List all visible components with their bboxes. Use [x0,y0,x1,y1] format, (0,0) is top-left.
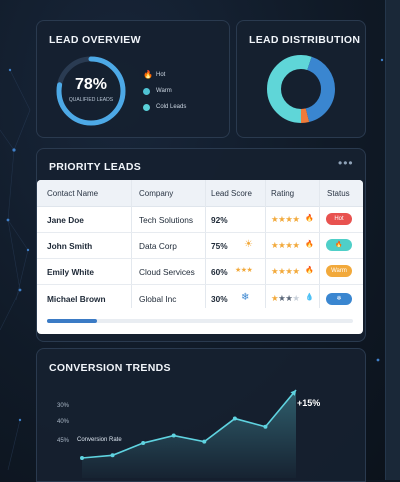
series-label: Conversion Rate [77,437,122,443]
trend-point [202,439,207,444]
trend-point [171,433,176,438]
lead-overview-title: LEAD OVERVIEW [49,34,141,46]
y-axis-label: 30% [57,403,70,409]
snowflake-icon: ❄ [241,292,250,303]
trend-area [82,390,296,478]
table-row[interactable]: Michael Brown Global Inc 30% ❄ ★★★★ 💧 ❄ [37,284,363,312]
legend-cold-label: Cold Leads [156,104,187,110]
sun-icon: ☀ [244,239,253,250]
legend-hot: 🔥 Hot [143,67,186,83]
lead-distribution-card: LEAD DISTRIBUTION [236,20,366,138]
legend-warm: Warm [143,83,186,99]
status-badge[interactable]: Hot [326,213,352,225]
gauge-progress-arc [56,56,126,126]
column-status[interactable]: Status [327,189,350,198]
flame-icon: 🔥 [305,267,314,274]
column-divider [205,180,206,308]
y-axis-label: 40% [57,419,70,425]
delta-label: +15% [297,398,321,408]
company-name: Data Corp [139,241,177,251]
rating-stars: ★★★★ [271,214,300,224]
drop-icon: 💧 [305,294,314,301]
conversion-trend-chart [80,389,297,478]
cold-dot-icon [143,103,150,111]
table-row[interactable]: Emily White Cloud Services 60% ★★★ ★★★★ … [37,258,363,285]
y-axis-label: 45% [57,438,70,444]
table-scrollbar[interactable] [47,319,353,323]
column-lead-score[interactable]: Lead Score [211,189,252,198]
status-badge[interactable]: Warm [326,265,352,277]
flame-icon: 🔥 [143,70,153,79]
trend-point [263,424,268,429]
column-contact-name[interactable]: Contact Name [47,189,99,198]
status-badge[interactable]: ❄ [326,293,352,305]
rating-stars: ★★★★ [271,266,300,276]
contact-name[interactable]: Jane Doe [47,215,84,225]
company-name: Tech Solutions [139,215,193,225]
table-row[interactable]: John Smith Data Corp 75% ☀ ★★★★ 🔥 🔥 [37,232,363,259]
contact-name[interactable]: Michael Brown [47,294,106,304]
trend-line [81,389,297,459]
trend-point [80,456,84,460]
priority-leads-table: Contact Name Company Lead Score Rating S… [37,180,363,334]
trend-arrow-icon [290,390,296,396]
lead-distribution-donut [267,55,335,123]
lead-overview-card: LEAD OVERVIEW 78% QUALIFIED LEADS 🔥 Hot W… [36,20,230,138]
lead-score: 30% [211,294,228,304]
lead-score: 60% [211,267,228,277]
lead-score: 75% [211,241,228,251]
trend-point [141,441,146,446]
table-row[interactable]: Jane Doe Tech Solutions 92% ★★★★ 🔥 Hot [37,206,363,233]
legend-hot-label: Hot [156,72,166,78]
company-name: Global Inc [139,294,177,304]
table-header: Contact Name Company Lead Score Rating S… [37,180,363,207]
conversion-trends-title: CONVERSION TRENDS [49,362,171,374]
rating-stars: ★★★★ [271,293,300,303]
warm-dot-icon [143,87,150,95]
scrollbar-thumb[interactable] [47,319,97,323]
trend-point [110,453,115,458]
more-dots-icon[interactable]: ••• [338,156,354,170]
flame-icon: 🔥 [305,241,314,248]
donut-segment [267,55,335,123]
gauge-percent: 78% [74,76,108,93]
column-divider [319,180,320,308]
lead-overview-legend: 🔥 Hot Warm Cold Leads [143,67,186,115]
legend-warm-label: Warm [156,88,172,94]
lead-distribution-title: LEAD DISTRIBUTION [249,34,361,46]
gauge-subtitle: QUALIFIED LEADS [68,97,114,103]
column-divider [131,180,132,308]
rating-stars: ★★★★ [271,240,300,250]
company-name: Cloud Services [139,267,195,277]
donut-segment [267,55,335,123]
legend-cold: Cold Leads [143,99,186,115]
contact-name[interactable]: John Smith [47,241,93,251]
column-company[interactable]: Company [139,189,174,198]
flame-icon: 🔥 [305,215,314,222]
status-badge[interactable]: 🔥 [326,239,352,251]
lead-score: 92% [211,215,228,225]
trend-point [232,416,237,421]
contact-name[interactable]: Emily White [47,267,95,277]
column-rating[interactable]: Rating [271,189,295,198]
qualified-leads-gauge [56,56,126,126]
priority-leads-title: PRIORITY LEADS [49,161,142,173]
side-panel-edge [385,0,400,480]
column-divider [265,180,266,308]
small-stars-icon: ★★★ [235,267,253,274]
